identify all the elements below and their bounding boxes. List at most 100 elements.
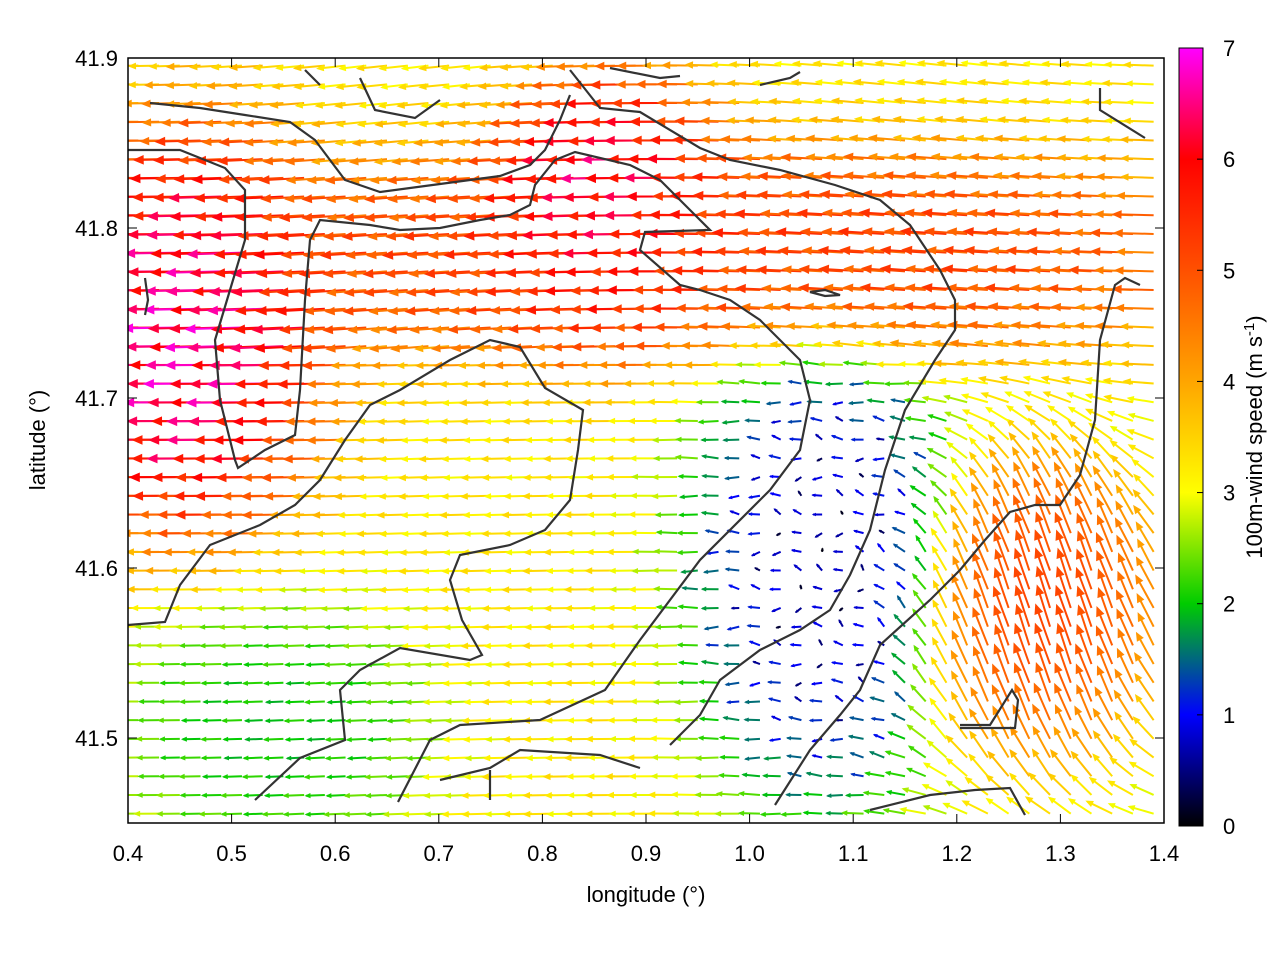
wind-vector-head: [768, 738, 774, 742]
wind-vector-head: [311, 492, 321, 501]
wind-vector: [344, 718, 367, 724]
wind-vector-head: [811, 754, 816, 758]
wind-vector: [973, 569, 989, 609]
wind-vector-head: [355, 474, 365, 482]
wind-vector-head: [114, 755, 121, 761]
wind-vector-head: [1034, 529, 1043, 541]
wind-vector: [325, 194, 367, 204]
wind-vector-head: [1030, 209, 1041, 218]
wind-vector-head: [770, 715, 776, 720]
wind-vector-head: [342, 605, 350, 612]
wind-vector-head: [584, 791, 593, 799]
wind-vector-head: [174, 510, 186, 520]
wind-vector-head: [763, 756, 769, 761]
wind-vector-head: [930, 321, 940, 329]
wind-vector-head: [280, 398, 292, 408]
wind-vector-head: [794, 683, 799, 687]
wind-vector-head: [790, 663, 795, 668]
wind-vector: [676, 549, 698, 556]
wind-vector-head: [753, 361, 761, 368]
wind-vector-head: [300, 343, 312, 353]
wind-vector: [697, 735, 719, 741]
wind-vector-head: [242, 643, 249, 649]
wind-vector: [884, 283, 926, 292]
wind-vector-head: [128, 248, 136, 259]
wind-vector-head: [545, 567, 553, 575]
wind-vector: [993, 339, 1030, 348]
wind-vector-head: [1023, 391, 1032, 398]
wind-vector-head: [926, 447, 934, 454]
wind-vector-head: [198, 811, 205, 817]
wind-vector: [1095, 625, 1114, 665]
wind-vector-head: [832, 640, 838, 645]
wind-vector: [1028, 772, 1051, 796]
wind-vector: [854, 489, 865, 497]
wind-vector: [324, 680, 346, 687]
wind-vector-head: [344, 662, 352, 668]
wind-vector: [691, 810, 719, 817]
wind-vector-head: [850, 437, 856, 442]
wind-vector-head: [1135, 631, 1144, 642]
wind-vector: [973, 515, 989, 553]
wind-vector: [465, 305, 512, 316]
wind-vector-head: [137, 773, 144, 780]
wind-vector-head: [188, 305, 200, 315]
wind-vector: [930, 527, 948, 553]
wind-vector-head: [1131, 458, 1140, 467]
wind-vector: [345, 774, 367, 780]
wind-vector-head: [351, 344, 361, 353]
wind-vector-head: [972, 606, 981, 618]
wind-vector-head: [136, 754, 143, 761]
wind-vector-head: [973, 498, 981, 509]
wind-vector-head: [583, 417, 592, 425]
wind-vector: [847, 400, 864, 406]
wind-vector: [1075, 566, 1093, 609]
wind-vector-head: [503, 493, 511, 500]
wind-vector-head: [972, 665, 981, 677]
wind-vector: [281, 643, 305, 649]
wind-vector-head: [243, 718, 250, 724]
wind-vector-head: [200, 755, 207, 761]
wind-vector-head: [493, 361, 504, 370]
wind-vector: [785, 754, 802, 759]
wind-vector-head: [763, 321, 774, 330]
wind-vector-head: [242, 699, 249, 705]
wind-vector: [677, 660, 698, 666]
wind-vector-head: [1075, 566, 1084, 579]
wind-vector-head: [949, 488, 958, 497]
wind-vector: [677, 473, 698, 479]
wind-vector-head: [730, 606, 735, 610]
wind-vector-head: [993, 643, 1002, 655]
wind-vector: [255, 268, 305, 279]
wind-vector: [931, 339, 968, 348]
wind-vector: [301, 212, 346, 222]
wind-vector-head: [903, 208, 915, 218]
wind-vector-head: [875, 437, 880, 441]
wind-vector-head: [233, 324, 246, 335]
wind-vector: [1092, 730, 1114, 759]
wind-vector-head: [179, 792, 186, 798]
wind-vector: [384, 736, 408, 743]
wind-vector-head: [221, 491, 232, 501]
wind-vector: [627, 511, 657, 518]
wind-vector-head: [128, 529, 131, 538]
wind-vector-head: [769, 568, 774, 573]
wind-vector-head: [883, 227, 895, 236]
wind-vector: [222, 680, 242, 686]
wind-vector: [840, 510, 844, 515]
wind-vector: [401, 792, 429, 799]
wind-vector: [888, 435, 906, 441]
wind-vector: [909, 485, 927, 497]
wind-vector-head: [128, 379, 138, 389]
wind-vector-head: [367, 232, 378, 241]
wind-vector-head: [440, 530, 449, 538]
wind-vector-head: [438, 436, 447, 444]
wind-vector: [242, 811, 263, 817]
wind-vector-head: [440, 661, 449, 668]
wind-vector-head: [1032, 461, 1041, 472]
wind-vector: [1042, 391, 1072, 404]
wind-vector-head: [480, 455, 489, 463]
wind-vector-head: [714, 246, 726, 257]
wind-vector-head: [271, 530, 280, 538]
wind-vector-head: [108, 605, 116, 612]
